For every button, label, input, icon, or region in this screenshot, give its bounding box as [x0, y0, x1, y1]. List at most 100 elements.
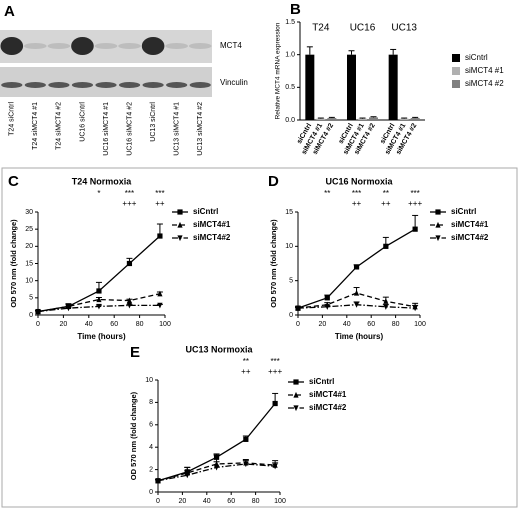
y-tick-label: 30 — [25, 209, 33, 216]
y-axis-label: Relative MCT4 mRNA expression — [275, 22, 282, 119]
legend-marker — [177, 221, 183, 228]
y-tick-label: 1.0 — [285, 52, 295, 59]
legend-swatch — [452, 67, 460, 75]
band — [188, 43, 212, 49]
y-tick-label: 10 — [285, 243, 293, 250]
legend-marker — [435, 235, 441, 242]
chart-title: UC16 Normoxia — [325, 176, 393, 186]
lane-label: UC13 siMCT4 #2 — [197, 102, 204, 156]
panel-letter: C — [8, 173, 19, 190]
x-tick-label: 100 — [414, 321, 426, 328]
lane-label: T24 siMCT4 #1 — [32, 102, 39, 150]
band — [118, 82, 141, 88]
point — [383, 304, 389, 310]
y-tick-label: 6 — [149, 422, 153, 429]
lane-label: UC16 siCntrl — [79, 102, 86, 142]
point — [353, 264, 360, 270]
band — [94, 43, 118, 49]
point — [157, 302, 163, 309]
bar — [399, 118, 409, 120]
panel-letter: E — [130, 344, 140, 361]
y-tick-label: 0 — [149, 489, 153, 496]
x-tick-label: 100 — [159, 321, 171, 328]
significance: ++ — [381, 199, 391, 208]
significance: ++ — [155, 199, 165, 208]
band — [141, 37, 165, 55]
point — [243, 436, 249, 442]
band — [47, 43, 71, 49]
x-tick-label: 40 — [203, 498, 211, 505]
legend-label: siMCT4#1 — [309, 390, 347, 399]
x-tick-label: 0 — [296, 321, 300, 328]
legend-label: siCntrl — [309, 377, 334, 386]
legend-marker — [177, 235, 183, 242]
legend-label: siMCT4 #1 — [465, 66, 504, 75]
point — [157, 233, 163, 239]
panel-letter: B — [290, 1, 301, 18]
significance: *** — [410, 189, 419, 198]
x-tick-label: 40 — [85, 321, 93, 328]
bar — [316, 118, 326, 120]
row-label: MCT4 — [220, 41, 242, 50]
point — [324, 295, 330, 301]
lane-label: UC16 siMCT4 #2 — [126, 102, 133, 156]
point — [126, 297, 133, 304]
y-tick-label: 5 — [289, 278, 293, 285]
significance: +++ — [122, 199, 136, 208]
legend-swatch — [452, 54, 460, 62]
significance: ** — [383, 189, 389, 198]
legend-label: siCntrl — [193, 207, 218, 216]
legend-label: siMCT4#2 — [309, 403, 347, 412]
band — [118, 43, 141, 49]
legend-label: siMCT4#2 — [451, 233, 489, 242]
point — [96, 303, 102, 310]
significance: *** — [270, 357, 279, 366]
point — [65, 305, 72, 312]
x-axis-label: Time (hours) — [77, 332, 126, 341]
lane-label: UC16 siMCT4 #1 — [103, 102, 110, 156]
y-tick-label: 1.5 — [285, 19, 295, 26]
band — [48, 82, 70, 88]
point — [324, 304, 330, 310]
panel-frame — [1, 167, 518, 508]
legend-label: siCntrl — [451, 207, 476, 216]
legend-label: siCntrl — [465, 53, 488, 62]
y-tick-label: 4 — [149, 444, 153, 451]
legend-marker — [293, 405, 299, 412]
series-line — [297, 292, 416, 309]
point — [272, 463, 278, 470]
y-axis-label: OD 570 nm (fold change) — [129, 391, 138, 480]
point — [295, 305, 301, 312]
bar — [369, 117, 378, 120]
chart-title: UC13 Normoxia — [185, 344, 253, 354]
point — [353, 289, 360, 296]
point — [35, 308, 41, 315]
y-tick-label: 20 — [25, 243, 33, 250]
y-tick-label: 15 — [25, 260, 33, 267]
bar — [327, 118, 337, 120]
bar — [388, 54, 398, 120]
point — [96, 296, 102, 303]
row-label: Vinculin — [220, 78, 248, 87]
band — [24, 43, 47, 49]
lane-label: UC13 siCntrl — [150, 102, 157, 142]
point — [243, 461, 249, 468]
group-label: T24 — [312, 23, 330, 34]
significance: ++ — [241, 367, 251, 376]
lane-label: UC13 siMCT4 #1 — [174, 102, 181, 156]
significance: ** — [243, 357, 249, 366]
y-tick-label: 10 — [145, 377, 153, 384]
x-tick-label: 0 — [156, 498, 160, 505]
x-tick-label: 60 — [227, 498, 235, 505]
band — [1, 82, 23, 88]
band — [166, 82, 188, 88]
group-label: UC16 — [350, 23, 376, 34]
point — [184, 472, 190, 479]
point — [126, 260, 133, 267]
legend-marker — [177, 209, 183, 215]
point — [383, 243, 389, 249]
significance: +++ — [268, 367, 282, 376]
x-tick-label: 80 — [136, 321, 144, 328]
x-axis-label: Time (hours) — [335, 332, 384, 341]
